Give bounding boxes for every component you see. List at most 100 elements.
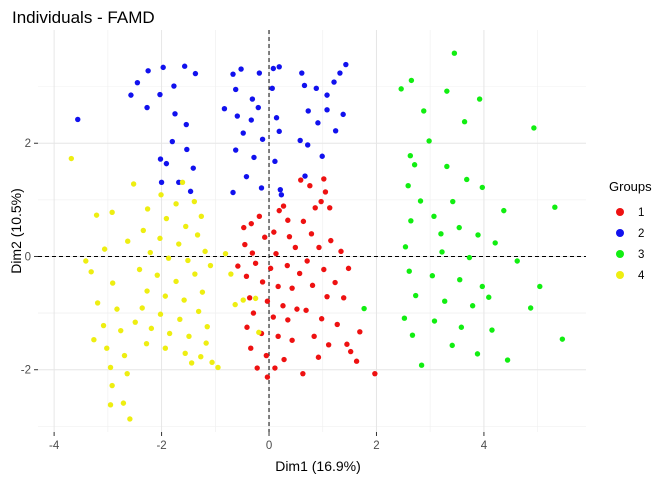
data-point xyxy=(185,257,191,264)
data-point xyxy=(144,104,150,111)
x-tick-label: -4 xyxy=(49,440,60,452)
data-point xyxy=(469,303,476,309)
data-point xyxy=(255,104,261,111)
data-point xyxy=(475,232,481,238)
data-point xyxy=(431,318,438,324)
x-tick-label: 2 xyxy=(373,440,379,452)
data-point xyxy=(431,213,437,219)
data-point xyxy=(162,345,169,351)
data-point xyxy=(121,352,128,359)
data-point xyxy=(194,232,201,238)
data-point xyxy=(340,111,346,118)
data-point xyxy=(267,265,274,272)
data-point xyxy=(241,224,247,231)
data-point xyxy=(438,231,444,237)
data-point xyxy=(181,297,187,303)
data-point xyxy=(248,345,254,351)
data-point xyxy=(93,212,100,218)
data-point xyxy=(412,292,419,299)
data-point xyxy=(163,215,170,222)
data-point xyxy=(230,189,236,196)
data-point xyxy=(361,305,367,312)
data-point xyxy=(160,64,166,71)
data-point xyxy=(163,160,170,167)
data-point xyxy=(120,400,127,406)
data-point xyxy=(301,82,308,89)
data-point xyxy=(144,288,150,294)
data-point xyxy=(504,357,511,363)
data-point xyxy=(256,70,263,76)
data-point xyxy=(259,279,266,285)
data-point xyxy=(311,333,317,340)
data-point xyxy=(324,293,330,300)
data-point xyxy=(411,162,418,168)
data-point xyxy=(398,86,404,92)
data-point xyxy=(334,321,340,328)
data-point xyxy=(143,340,150,347)
data-point xyxy=(272,365,278,371)
data-point xyxy=(406,268,412,274)
data-point xyxy=(280,303,286,309)
data-point xyxy=(285,217,291,223)
data-point xyxy=(285,317,291,323)
data-point xyxy=(444,88,450,94)
data-point xyxy=(347,348,354,355)
data-point xyxy=(450,198,456,205)
data-point xyxy=(124,370,130,377)
data-point xyxy=(184,146,190,153)
data-point xyxy=(215,364,221,371)
data-point xyxy=(139,305,145,311)
data-point xyxy=(343,61,349,68)
data-point xyxy=(190,165,196,171)
data-point xyxy=(552,204,558,210)
data-point xyxy=(246,295,253,301)
legend-label-3: 3 xyxy=(638,249,644,261)
data-point xyxy=(278,192,285,198)
data-point xyxy=(417,198,424,204)
series-group-2 xyxy=(75,61,349,198)
data-point xyxy=(316,244,322,251)
data-point xyxy=(264,298,271,304)
data-point xyxy=(457,276,463,283)
data-point xyxy=(198,213,205,219)
data-point xyxy=(204,323,210,330)
data-point xyxy=(262,234,268,240)
data-point xyxy=(186,333,192,340)
data-point xyxy=(451,50,458,56)
legend-key-2 xyxy=(616,229,624,237)
data-point xyxy=(101,246,108,252)
y-tick-label: 0 xyxy=(25,251,31,263)
data-point xyxy=(312,205,318,211)
data-point xyxy=(230,71,236,77)
data-point xyxy=(191,198,198,205)
data-point xyxy=(479,283,486,290)
data-point xyxy=(308,231,315,237)
data-point xyxy=(140,227,147,234)
data-point xyxy=(270,314,277,320)
legend-key-1 xyxy=(616,208,624,216)
data-point xyxy=(321,266,327,273)
data-point xyxy=(88,269,94,275)
data-point xyxy=(171,83,177,89)
data-point xyxy=(318,316,325,322)
data-point xyxy=(429,273,436,279)
series-group-1 xyxy=(235,176,378,380)
x-tick-label: -2 xyxy=(156,440,166,452)
data-point xyxy=(192,271,198,277)
data-point xyxy=(337,70,343,76)
y-axis-ticks: -2 0 2 xyxy=(21,138,38,377)
data-point xyxy=(233,86,239,93)
data-point xyxy=(182,350,188,356)
data-point xyxy=(275,283,281,290)
data-point xyxy=(461,119,468,125)
data-point xyxy=(304,258,310,264)
data-point xyxy=(277,186,284,193)
legend: Groups 1 2 3 4 xyxy=(609,179,652,282)
data-point xyxy=(199,289,206,295)
data-point xyxy=(331,79,337,85)
data-point xyxy=(157,235,163,242)
data-point xyxy=(340,295,347,301)
reference-lines xyxy=(38,30,586,432)
data-point xyxy=(75,116,81,123)
